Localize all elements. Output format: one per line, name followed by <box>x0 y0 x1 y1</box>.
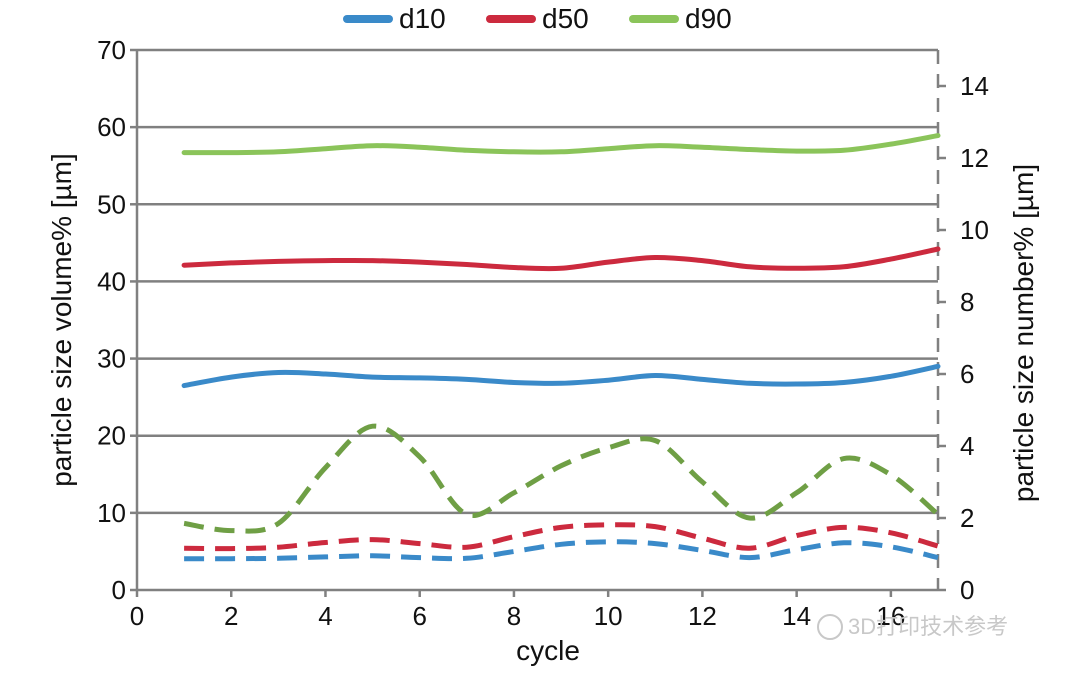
x-tick-label: 4 <box>318 601 332 631</box>
y-right-tick-label: 0 <box>960 575 974 605</box>
axes <box>130 48 946 597</box>
x-tick-label: 14 <box>782 601 811 631</box>
y-left-tick-label: 10 <box>97 498 126 528</box>
y-right-tick-label: 6 <box>960 359 974 389</box>
y-left-tick-label: 0 <box>112 575 126 605</box>
y-right-tick-label: 10 <box>960 215 989 245</box>
x-tick-label: 0 <box>130 601 144 631</box>
y-left-tick-label: 70 <box>97 35 126 65</box>
y-left-tick-label: 60 <box>97 112 126 142</box>
legend-label-d90: d90 <box>685 3 732 34</box>
y-right-tick-label: 12 <box>960 143 989 173</box>
y-left-tick-label: 50 <box>97 189 126 219</box>
y-left-tick-label: 20 <box>97 421 126 451</box>
x-tick-label: 6 <box>412 601 426 631</box>
y-axis-right-label: particle size number% [µm] <box>1008 164 1039 502</box>
legend: d10 d50 d90 <box>343 3 732 34</box>
x-tick-label: 16 <box>876 601 905 631</box>
legend-label-d10: d10 <box>399 3 446 34</box>
y-left-tick-label: 30 <box>97 344 126 374</box>
y-right-tick-label: 4 <box>960 431 974 461</box>
series-lines <box>181 133 941 562</box>
y-right-tick-label: 2 <box>960 503 974 533</box>
series-line-d50-number <box>184 522 939 552</box>
gridlines <box>137 48 938 515</box>
legend-label-d50: d50 <box>542 3 589 34</box>
y-right-tick-label: 14 <box>960 71 989 101</box>
x-tick-label: 10 <box>594 601 623 631</box>
x-tick-label: 12 <box>688 601 717 631</box>
series-line-d10-volume <box>181 363 941 389</box>
series-line-d90-volume <box>181 133 941 156</box>
x-tick-label: 8 <box>507 601 521 631</box>
watermark-text: 3D打印技术参考 <box>848 614 1008 639</box>
y-left-tick-label: 40 <box>97 266 126 296</box>
x-tick-label: 2 <box>224 601 238 631</box>
y-axis-left-label: particle size volume% [µm] <box>46 153 77 487</box>
wechat-icon <box>817 614 843 640</box>
watermark: 3D打印技术参考 <box>817 614 1008 640</box>
y-right-tick-label: 8 <box>960 287 974 317</box>
x-axis-label: cycle <box>516 635 580 666</box>
series-line-d10-number <box>184 539 939 562</box>
series-line-d90-number <box>183 423 940 534</box>
tick-labels: 0 10 20 30 40 50 60 70 0 2 4 6 8 10 12 14 0 2 4 6 8 10 12 14 16 <box>97 35 989 631</box>
series-line-d50-volume <box>181 246 941 272</box>
